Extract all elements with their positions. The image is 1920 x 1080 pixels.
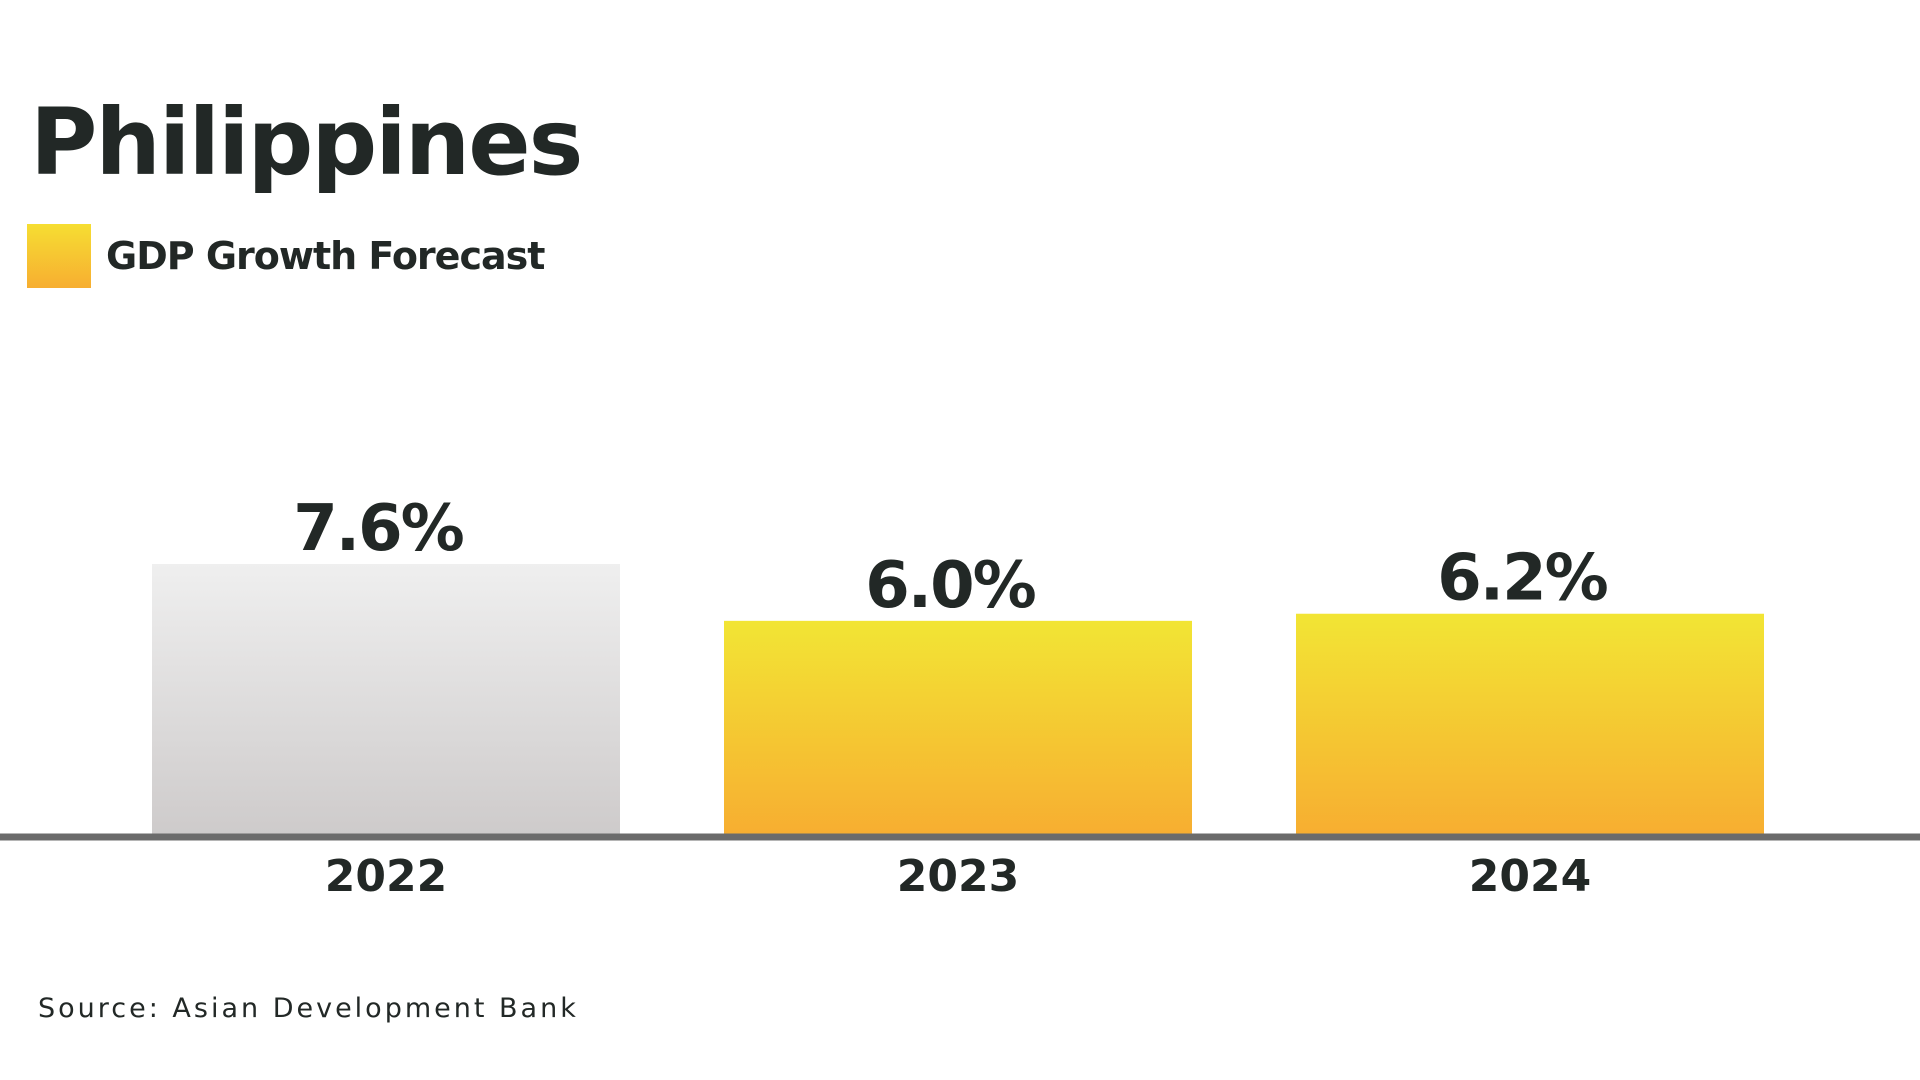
bar-value-label-2022: 7.6% xyxy=(293,492,463,566)
bar-2024 xyxy=(1296,613,1764,834)
legend-swatch xyxy=(27,224,91,288)
bar-value-label-2024: 6.2% xyxy=(1437,542,1607,616)
x-tick-label-2024: 2024 xyxy=(1469,851,1591,902)
x-tick-label-2022: 2022 xyxy=(325,851,447,902)
chart-title: Philippines xyxy=(30,89,583,196)
bar-2022 xyxy=(152,564,620,834)
legend-label: GDP Growth Forecast xyxy=(106,234,545,278)
bar-value-label-2023: 6.0% xyxy=(865,549,1035,623)
bar-2023 xyxy=(724,620,1192,834)
chart-legend: GDP Growth Forecast xyxy=(27,224,545,288)
source-note: Source: Asian Development Bank xyxy=(38,993,579,1024)
x-tick-label-2023: 2023 xyxy=(897,851,1019,902)
